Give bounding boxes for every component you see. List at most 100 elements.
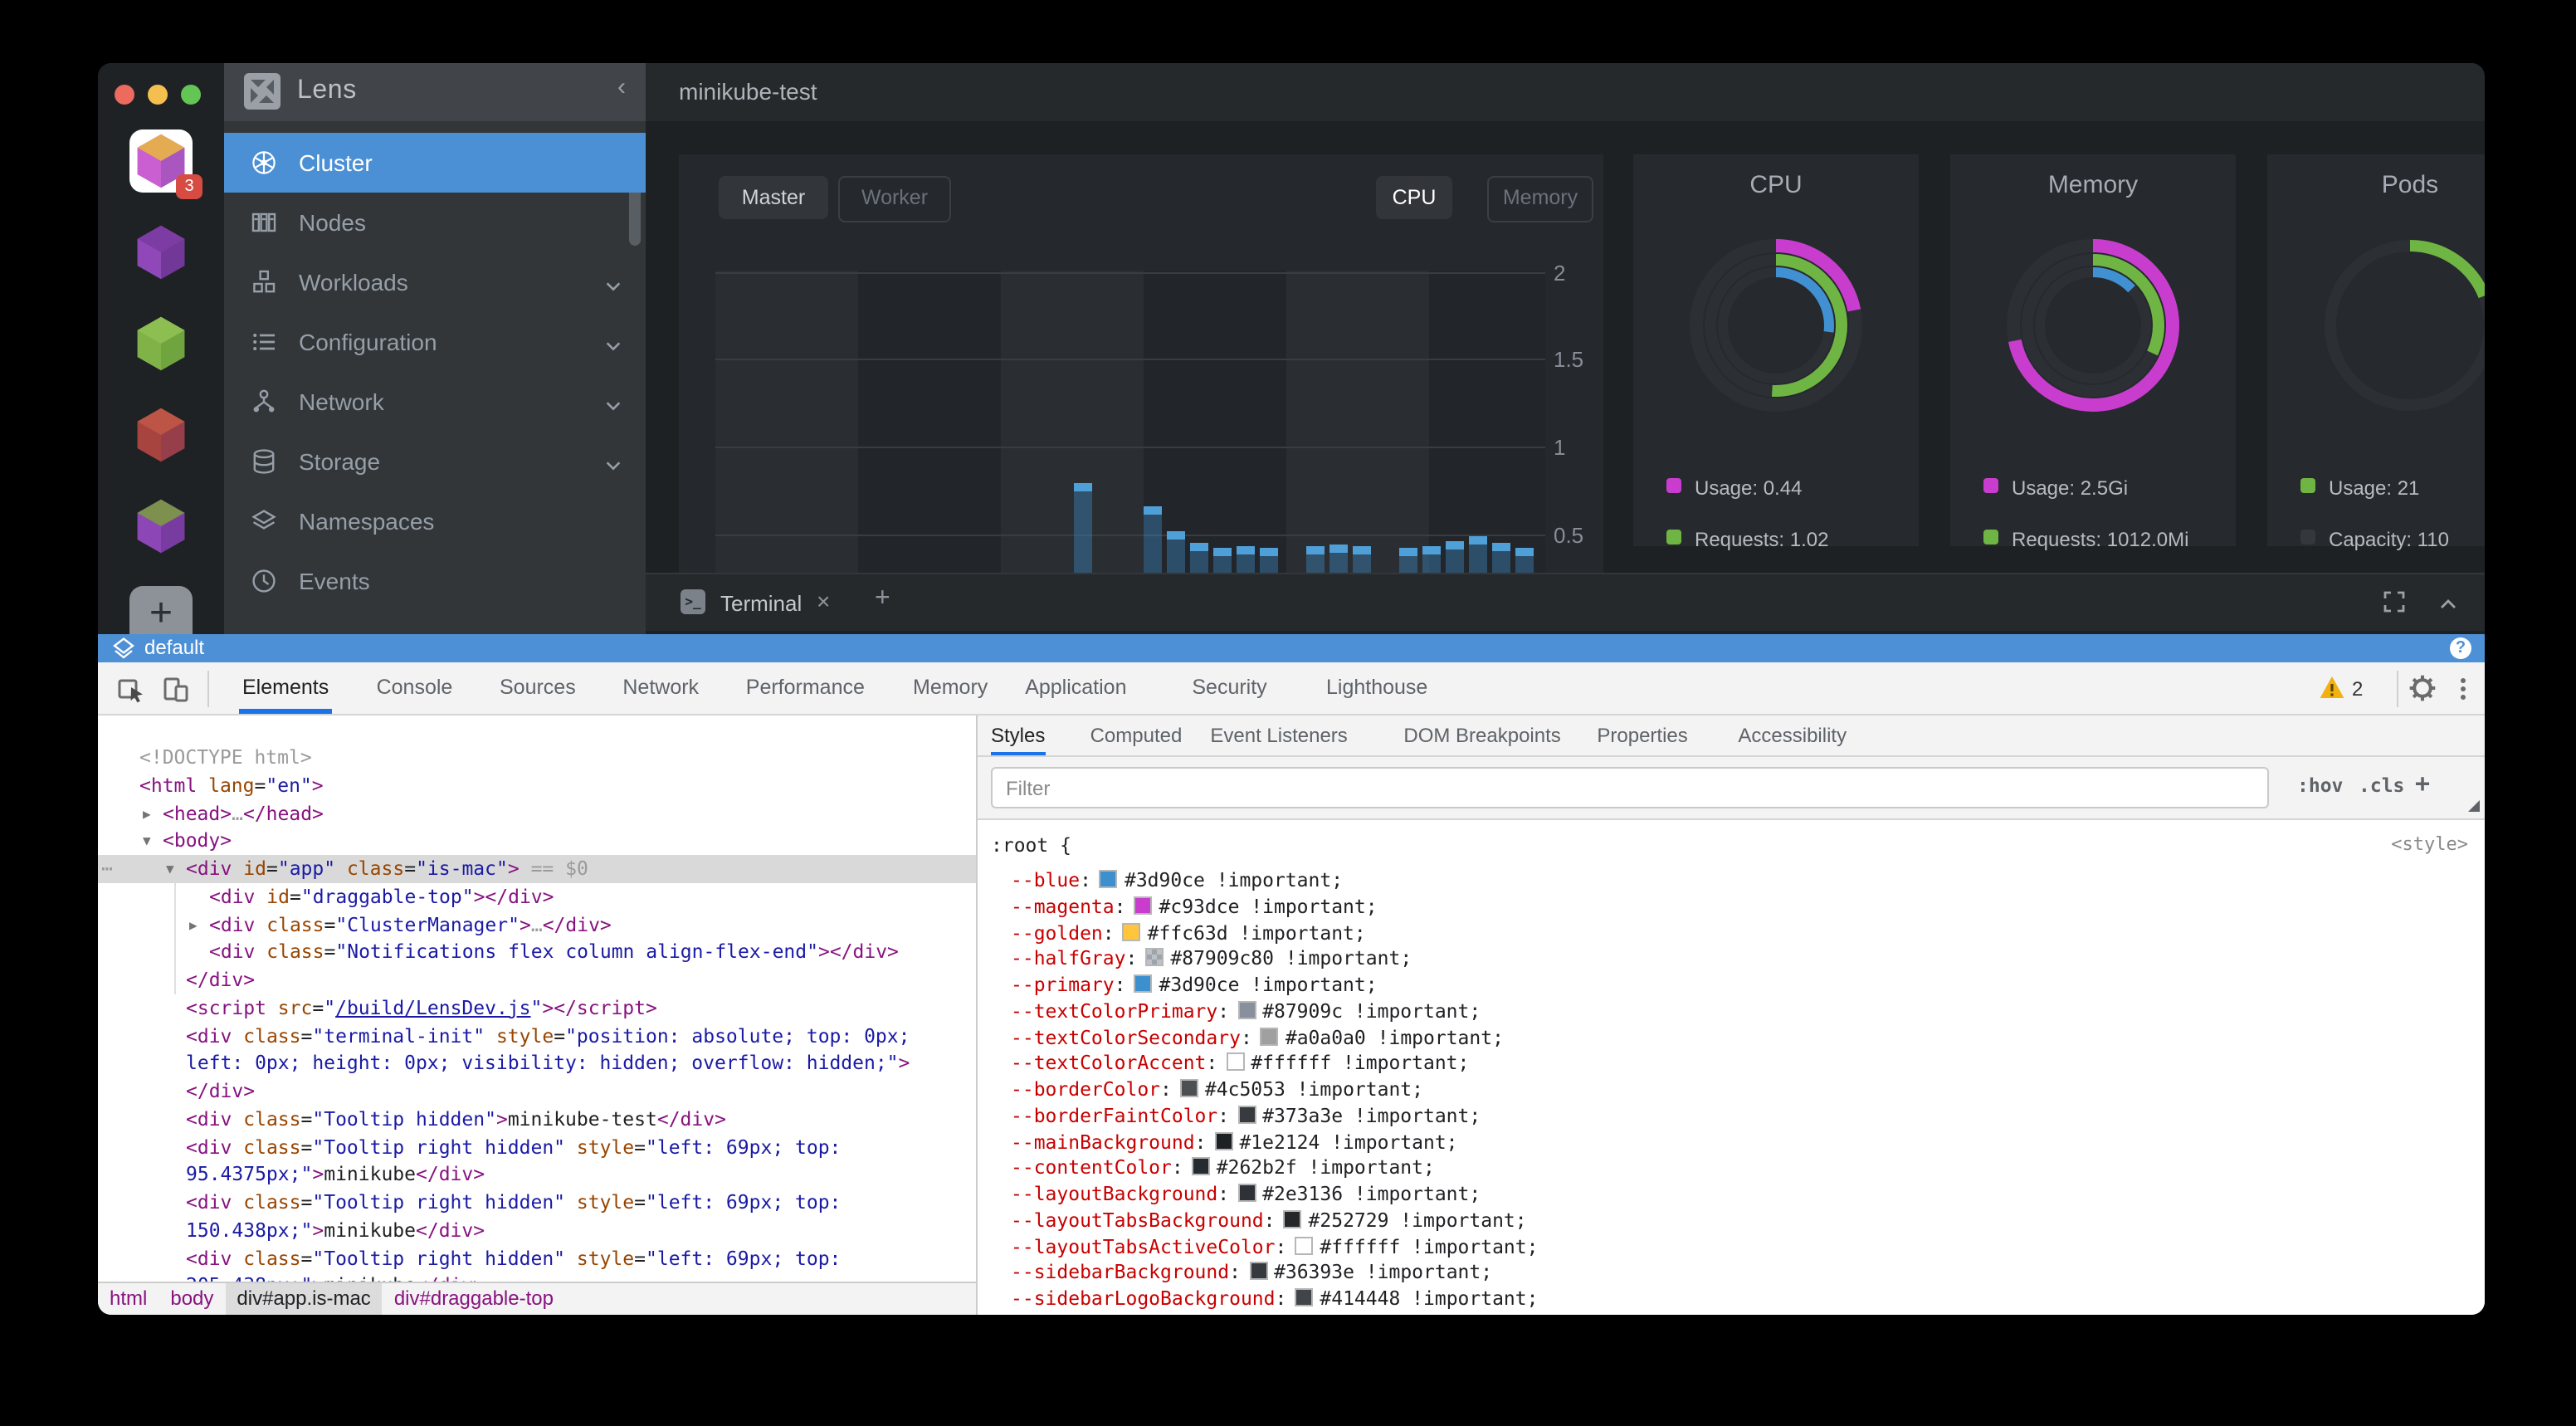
styles-tab-properties[interactable]: Properties	[1597, 724, 1688, 747]
color-swatch[interactable]	[1099, 870, 1118, 888]
css-property-row[interactable]: --sidebarLogoBackground: #414448 !importa…	[1011, 1287, 1539, 1313]
node-tab-master[interactable]: Master	[719, 176, 828, 219]
metric-tab-memory[interactable]: Memory	[1487, 176, 1593, 222]
css-property-row[interactable]: --textColorPrimary: #87909c !important;	[1011, 999, 1481, 1026]
dom-tree-row[interactable]: ▶ <div class="ClusterManager">…</div>	[98, 911, 976, 939]
css-property-row[interactable]: --borderFaintColor: #373a3e !important;	[1011, 1104, 1481, 1131]
color-swatch[interactable]	[1249, 1262, 1267, 1281]
css-property-row[interactable]: --layoutTabsBackground: #252729 !importan…	[1011, 1209, 1527, 1235]
sidebar-item-nodes[interactable]: Nodes	[224, 193, 646, 252]
sidebar-collapse-icon[interactable]: ‹	[617, 73, 626, 101]
color-swatch[interactable]	[1295, 1288, 1314, 1306]
dom-tree-row[interactable]: <div id="draggable-top"></div>	[98, 883, 976, 911]
tab-elements[interactable]: Elements	[239, 662, 333, 714]
sidebar-item-configuration[interactable]: Configuration	[224, 312, 646, 372]
styles-tab-event-listeners[interactable]: Event Listeners	[1210, 724, 1348, 747]
dom-tree-row[interactable]: <div class="terminal-init" style="positi…	[98, 1022, 976, 1050]
dom-tree-row[interactable]: 95.4375px;">minikube</div>	[98, 1161, 976, 1189]
color-swatch[interactable]	[1260, 1027, 1279, 1045]
color-swatch[interactable]	[1191, 1157, 1210, 1176]
cluster-icon[interactable]	[129, 221, 193, 284]
devtools-close-icon[interactable]	[2481, 674, 2485, 704]
color-swatch[interactable]	[1214, 1131, 1233, 1150]
tab-sources[interactable]: Sources	[500, 676, 576, 699]
breadcrumb-item[interactable]: body	[170, 1287, 214, 1310]
dom-tree-row[interactable]: <div class="Tooltip hidden">minikube-tes…	[98, 1106, 976, 1134]
dom-tree-row[interactable]: <div class="Notifications flex column al…	[98, 939, 976, 967]
warning-indicator[interactable]: 2	[2319, 674, 2385, 704]
sidebar-item-cluster[interactable]: Cluster	[224, 133, 646, 193]
tab-application[interactable]: Application	[1025, 676, 1127, 699]
color-swatch[interactable]	[1260, 1314, 1279, 1315]
collapse-arrow-icon[interactable]: ▶	[189, 917, 198, 932]
resize-grip-icon[interactable]	[2468, 800, 2480, 812]
expand-arrow-icon[interactable]: ▼	[143, 833, 151, 849]
kube-context-name[interactable]: default	[144, 636, 205, 659]
css-property-row[interactable]: --textColorAccent: #ffffff !important;	[1011, 1052, 1469, 1078]
color-swatch[interactable]	[1283, 1209, 1302, 1228]
dom-tree-row[interactable]: 205.438px;">minikube</div>	[98, 1272, 976, 1282]
style-source-link[interactable]: <style>	[2391, 833, 2468, 855]
sidebar-item-workloads[interactable]: Workloads	[224, 252, 646, 312]
css-property-row[interactable]: --halfGray: #87909c80 !important;	[1011, 947, 1412, 974]
help-icon[interactable]: ?	[2450, 637, 2471, 659]
css-property-row[interactable]: --sidebarActiveColor: #ffffff !important;	[1011, 1313, 1504, 1315]
pseudo-button-[interactable]: +	[2415, 769, 2431, 798]
dom-tree-row[interactable]: <!DOCTYPE html>	[98, 744, 976, 772]
tab-security[interactable]: Security	[1192, 676, 1267, 699]
color-swatch[interactable]	[1134, 896, 1153, 915]
dom-tree-row[interactable]: <div class="Tooltip right hidden" style=…	[98, 1244, 976, 1272]
css-property-row[interactable]: --primary: #3d90ce !important;	[1011, 973, 1378, 999]
tab-performance[interactable]: Performance	[745, 676, 865, 699]
css-property-row[interactable]: --contentColor: #262b2f !important;	[1011, 1156, 1435, 1183]
breadcrumb-item[interactable]: div#app.is-mac	[225, 1283, 383, 1315]
color-swatch[interactable]	[1237, 1105, 1256, 1124]
tab-network[interactable]: Network	[622, 676, 700, 699]
sidebar-item-events[interactable]: Events	[224, 551, 646, 611]
dom-tree-row[interactable]: ⋯ ▼ <div id="app" class="is-mac"> == $0	[98, 855, 976, 883]
css-property-row[interactable]: --borderColor: #4c5053 !important;	[1011, 1077, 1423, 1104]
css-property-row[interactable]: --layoutTabsActiveColor: #ffffff !importa…	[1011, 1234, 1539, 1261]
dom-tree-row[interactable]: 150.438px;">minikube</div>	[98, 1217, 976, 1245]
color-swatch[interactable]	[1237, 1184, 1256, 1202]
collapse-arrow-icon[interactable]: ▶	[143, 806, 151, 821]
cluster-icon[interactable]: 3	[129, 129, 202, 199]
dom-tree-row[interactable]: </div>	[98, 966, 976, 994]
sidebar-item-network[interactable]: Network	[224, 372, 646, 432]
styles-tab-computed[interactable]: Computed	[1090, 724, 1183, 747]
styles-tab-dom-breakpoints[interactable]: DOM Breakpoints	[1403, 724, 1561, 747]
dom-tree-row[interactable]: <div class="Tooltip right hidden" style=…	[98, 1133, 976, 1161]
css-property-row[interactable]: --mainBackground: #1e2124 !important;	[1011, 1130, 1458, 1156]
cluster-icon[interactable]	[129, 403, 193, 466]
zoom-button[interactable]	[181, 85, 201, 105]
terminal-add-icon[interactable]: +	[875, 584, 890, 613]
terminal-close-icon[interactable]: ×	[817, 588, 831, 614]
tab-lighthouse[interactable]: Lighthouse	[1326, 676, 1428, 699]
terminal-collapse-icon[interactable]	[2438, 593, 2458, 613]
breadcrumb-item[interactable]: html	[110, 1287, 148, 1310]
metric-tab-cpu[interactable]: CPU	[1376, 176, 1452, 219]
css-property-row[interactable]: --layoutBackground: #2e3136 !important;	[1011, 1182, 1481, 1209]
tab-console[interactable]: Console	[376, 676, 453, 699]
css-property-row[interactable]: --blue: #3d90ce !important;	[1011, 868, 1343, 895]
styles-filter-input[interactable]	[991, 767, 2269, 808]
device-toolbar-icon[interactable]	[161, 674, 191, 704]
terminal-fullscreen-icon[interactable]	[2383, 591, 2405, 613]
color-swatch[interactable]	[1122, 922, 1141, 940]
gear-icon[interactable]	[2408, 674, 2438, 704]
color-swatch[interactable]	[1145, 948, 1164, 967]
breadcrumb-item[interactable]: div#draggable-top	[393, 1287, 554, 1310]
color-swatch[interactable]	[1134, 974, 1153, 993]
css-property-row[interactable]: --textColorSecondary: #a0a0a0 !important;	[1011, 1025, 1504, 1052]
dom-tree-row[interactable]: ▼ <body>	[98, 828, 976, 856]
styles-tab-accessibility[interactable]: Accessibility	[1738, 724, 1847, 747]
css-property-row[interactable]: --sidebarBackground: #36393e !important;	[1011, 1261, 1492, 1287]
terminal-tab-label[interactable]: Terminal	[720, 591, 803, 616]
sidebar-item-namespaces[interactable]: Namespaces	[224, 491, 646, 551]
dom-tree-row[interactable]: <script src="/build/LensDev.js"></script…	[98, 994, 976, 1023]
css-property-row[interactable]: --golden: #ffc63d !important;	[1011, 921, 1366, 947]
pseudo-button-hov[interactable]: :hov	[2297, 774, 2344, 797]
node-tab-worker[interactable]: Worker	[838, 176, 951, 222]
cluster-icon[interactable]	[129, 495, 193, 558]
close-button[interactable]	[115, 85, 134, 105]
